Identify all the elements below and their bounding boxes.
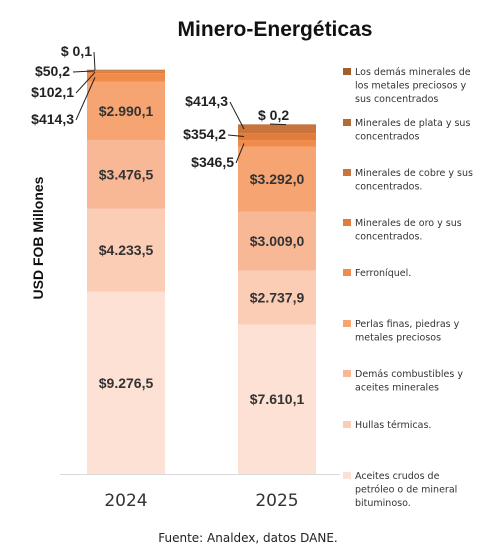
data-label-2024-4: $2.990,1 bbox=[99, 103, 154, 119]
leader-line-2024-5 bbox=[75, 77, 96, 121]
data-label-2025-1: $7.610,1 bbox=[250, 391, 305, 407]
bar-segment-2024-5 bbox=[87, 73, 165, 82]
bar-segment-2025-4 bbox=[238, 146, 316, 212]
data-label-2024-5: $414,3 bbox=[31, 111, 74, 127]
legend-swatch-5 bbox=[343, 269, 351, 276]
data-label-2024-6: $102,1 bbox=[31, 84, 74, 100]
data-label-2025-2: $2.737,9 bbox=[250, 290, 305, 306]
legend-swatch-8 bbox=[343, 119, 351, 126]
bar-segment-2024-6 bbox=[87, 71, 165, 74]
data-label-2025-4: $3.292,0 bbox=[250, 171, 305, 187]
legend-label-2: Hullas térmicas. bbox=[355, 420, 431, 431]
bar-segment-2025-5 bbox=[238, 140, 316, 147]
data-label-2025-8: $ 0,2 bbox=[258, 107, 289, 123]
leader-line-2024-7 bbox=[72, 70, 96, 73]
bar-segment-2024-2 bbox=[87, 208, 165, 292]
bar-segment-2024-3 bbox=[87, 140, 165, 209]
bar-segment-2024-4 bbox=[87, 81, 165, 141]
source-note: Fuente: Analdex, datos DANE. bbox=[158, 531, 338, 545]
legend-label-6: Minerales de oro y sus concentrados. bbox=[355, 218, 462, 243]
data-label-2025-6: $354,2 bbox=[183, 126, 226, 142]
legend-swatch-4 bbox=[343, 320, 351, 327]
leader-line-2024-8 bbox=[93, 51, 96, 71]
legend-label-4: Perlas finas, piedras y metales preciosos bbox=[355, 319, 460, 344]
data-label-2024-7: $50,2 bbox=[35, 63, 70, 79]
data-label-2025-5: $346,5 bbox=[191, 154, 234, 170]
legend-label-1: Aceites crudos de petróleo o de mineral bi… bbox=[355, 471, 457, 509]
leader-line-2025-5 bbox=[235, 143, 245, 164]
x-tick-label-2024: 2024 bbox=[104, 491, 147, 511]
legend-label-9: Los demás minerales de los metales precio… bbox=[355, 67, 471, 105]
legend-swatch-9 bbox=[343, 68, 351, 75]
bar-segment-2025-7 bbox=[238, 124, 316, 134]
data-label-2024-1: $9.276,5 bbox=[99, 375, 154, 391]
legend-swatch-3 bbox=[343, 370, 351, 377]
legend-swatch-7 bbox=[343, 169, 351, 176]
bar-segment-2024-7 bbox=[87, 70, 165, 72]
data-label-2025-3: $3.009,0 bbox=[250, 233, 305, 249]
bar-segment-2025-6 bbox=[238, 133, 316, 141]
data-label-2025-7: $414,3 bbox=[185, 93, 228, 109]
data-label-2024-2: $4.233,5 bbox=[99, 242, 154, 258]
leader-line-2024-6 bbox=[75, 71, 96, 94]
legend-label-8: Minerales de plata y sus concentrados bbox=[355, 118, 470, 143]
bar-segment-2025-2 bbox=[238, 270, 316, 325]
legend-label-7: Minerales de cobre y sus concentrados. bbox=[355, 168, 473, 193]
leader-line-2025-6 bbox=[227, 134, 245, 138]
data-label-2024-3: $3.476,5 bbox=[99, 166, 154, 182]
legend-label-3: Demás combustibles y aceites minerales bbox=[355, 369, 463, 394]
bar-segment-2025-1 bbox=[238, 324, 316, 474]
legend-swatch-6 bbox=[343, 219, 351, 226]
chart-title: Minero-Energéticas bbox=[178, 18, 373, 41]
y-axis-label: USD FOB Millones bbox=[30, 176, 46, 299]
x-tick-label-2025: 2025 bbox=[255, 491, 298, 511]
leader-line-2025-7 bbox=[229, 101, 245, 130]
legend-swatch-2 bbox=[343, 421, 351, 428]
bar-segment-2025-3 bbox=[238, 211, 316, 271]
leader-line-2025-8 bbox=[269, 123, 287, 126]
data-label-2024-8: $ 0,1 bbox=[61, 43, 92, 59]
legend-swatch-1 bbox=[343, 472, 351, 479]
legend-label-5: Ferroníquel. bbox=[355, 268, 411, 279]
bar-segment-2024-8 bbox=[87, 69, 165, 71]
bar-segment-2024-1 bbox=[87, 291, 165, 474]
